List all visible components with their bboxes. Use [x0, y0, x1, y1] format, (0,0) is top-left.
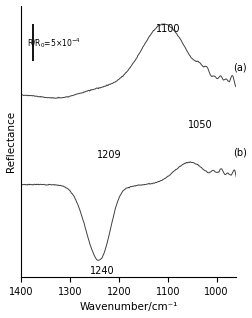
Text: R/R$_0$=5×10$^{-4}$: R/R$_0$=5×10$^{-4}$ — [27, 36, 81, 50]
Text: 1050: 1050 — [187, 120, 212, 130]
X-axis label: Wavenumber/cm⁻¹: Wavenumber/cm⁻¹ — [79, 302, 177, 313]
Text: 1100: 1100 — [155, 24, 179, 34]
Y-axis label: Reflectance: Reflectance — [6, 111, 15, 172]
Text: 1209: 1209 — [96, 150, 121, 160]
Text: 1240: 1240 — [89, 266, 114, 276]
Text: (b): (b) — [232, 148, 246, 157]
Text: (a): (a) — [232, 62, 246, 72]
